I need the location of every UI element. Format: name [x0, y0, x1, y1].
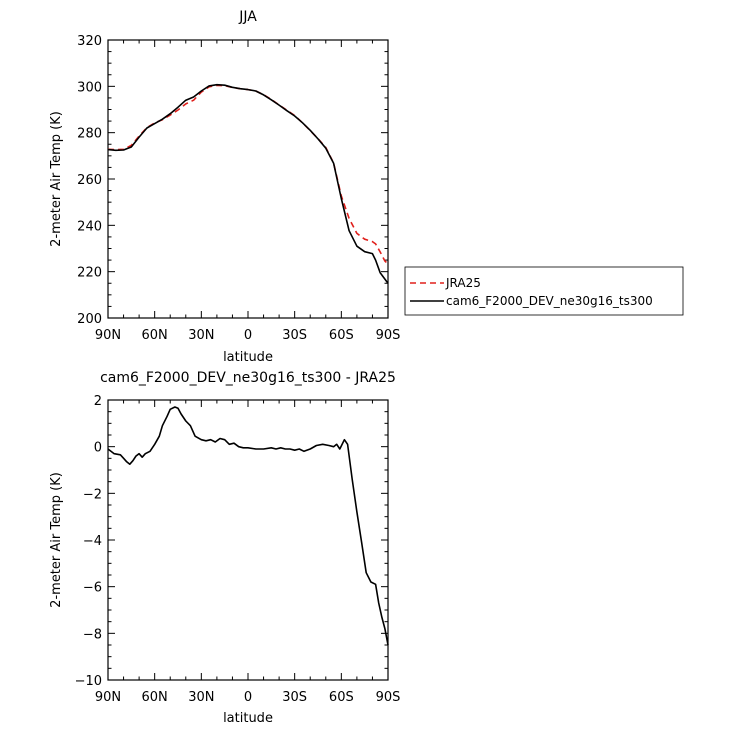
bottom-x-tick-label: 30N	[188, 690, 214, 705]
bottom-x-tick-label: 30S	[282, 690, 307, 705]
bottom-series-lines	[107, 406, 389, 646]
top-y-tick-label: 200	[77, 312, 102, 327]
legend-box	[404, 266, 684, 316]
top-axis-ticks: 200 220 240 260 280 300 320 90N 60N 30N 0 30S 60S 90S	[77, 34, 400, 343]
top-plot-frame	[107, 39, 389, 319]
top-x-tick-label: 90N	[95, 328, 121, 343]
top-chart-title: JJA	[238, 9, 257, 25]
top-x-tick-label: 90S	[376, 328, 401, 343]
bottom-y-axis-label: 2-meter Air Temp (K)	[49, 472, 64, 608]
bottom-y-tick-label: −10	[75, 674, 102, 689]
cam6-f2000-dev-ne30g16-ts300-line	[107, 83, 389, 284]
bottom-chart-title: cam6_F2000_DEV_ne30g16_ts300 - JRA25	[100, 370, 396, 386]
top-series-lines	[107, 83, 389, 284]
bottom-y-tick-label: −2	[83, 487, 102, 502]
top-panel: JJA 200 220 240 260 280 300 320 90N 60N 30N 0 30S 60…	[49, 9, 684, 365]
top-x-tick-label: 0	[244, 328, 252, 343]
bottom-x-tick-label: 90S	[376, 690, 401, 705]
top-x-tick-label: 30S	[282, 328, 307, 343]
bottom-y-tick-label: −4	[83, 534, 102, 549]
top-x-axis-label: latitude	[223, 350, 273, 365]
bottom-y-tick-label: −8	[83, 627, 102, 642]
top-x-tick-label: 30N	[188, 328, 214, 343]
bottom-y-tick-label: −6	[83, 581, 102, 596]
bottom-y-tick-label: 2	[94, 394, 102, 409]
legend-label-cam6: cam6_F2000_DEV_ne30g16_ts300	[446, 294, 653, 308]
bottom-axis-ticks: −10 −8 −6 −4 −2 0 2 90N 60N 30N 0 30S 60S 90S	[75, 394, 401, 705]
jra25-line	[107, 84, 389, 265]
top-y-tick-label: 300	[77, 80, 102, 95]
bottom-panel: cam6_F2000_DEV_ne30g16_ts300 - JRA25 −10…	[49, 370, 400, 726]
top-y-tick-label: 260	[77, 173, 102, 188]
bottom-x-tick-label: 0	[244, 690, 252, 705]
top-y-tick-label: 320	[77, 34, 102, 49]
top-x-tick-label: 60S	[329, 328, 354, 343]
top-y-tick-label: 220	[77, 266, 102, 281]
top-x-tick-label: 60N	[142, 328, 168, 343]
legend: JRA25 cam6_F2000_DEV_ne30g16_ts300	[404, 266, 684, 316]
bottom-x-tick-label: 60N	[142, 690, 168, 705]
difference-line	[107, 406, 389, 646]
bottom-x-tick-label: 90N	[95, 690, 121, 705]
top-y-tick-label: 240	[77, 219, 102, 234]
bottom-y-tick-label: 0	[94, 441, 102, 456]
legend-label-jra25: JRA25	[445, 276, 481, 290]
top-y-axis-label: 2-meter Air Temp (K)	[49, 111, 64, 247]
bottom-x-tick-label: 60S	[329, 690, 354, 705]
bottom-x-axis-label: latitude	[223, 711, 273, 726]
top-y-tick-label: 280	[77, 127, 102, 142]
